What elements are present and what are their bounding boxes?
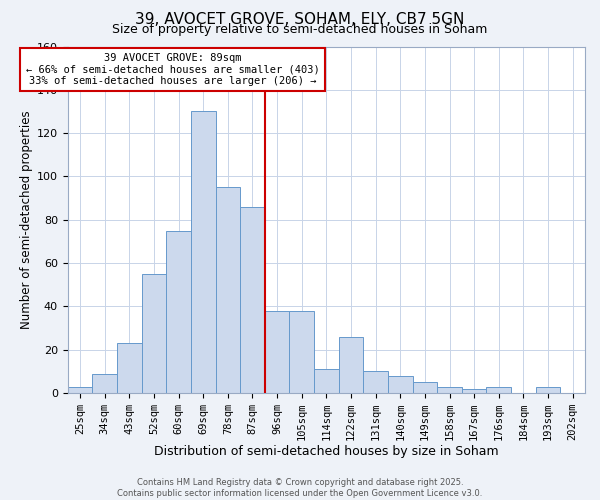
Text: Size of property relative to semi-detached houses in Soham: Size of property relative to semi-detach…: [112, 22, 488, 36]
Bar: [388, 376, 413, 393]
Bar: [265, 311, 289, 393]
Bar: [413, 382, 437, 393]
Bar: [92, 374, 117, 393]
Bar: [314, 370, 338, 393]
Bar: [240, 207, 265, 393]
Bar: [117, 344, 142, 393]
Bar: [142, 274, 166, 393]
Bar: [462, 389, 487, 393]
Bar: [191, 112, 215, 393]
Bar: [487, 386, 511, 393]
Text: 39 AVOCET GROVE: 89sqm
← 66% of semi-detached houses are smaller (403)
33% of se: 39 AVOCET GROVE: 89sqm ← 66% of semi-det…: [26, 53, 319, 86]
Bar: [289, 311, 314, 393]
Bar: [364, 372, 388, 393]
Text: Contains HM Land Registry data © Crown copyright and database right 2025.
Contai: Contains HM Land Registry data © Crown c…: [118, 478, 482, 498]
Bar: [166, 230, 191, 393]
Text: 39, AVOCET GROVE, SOHAM, ELY, CB7 5GN: 39, AVOCET GROVE, SOHAM, ELY, CB7 5GN: [136, 12, 464, 28]
Bar: [536, 386, 560, 393]
Bar: [437, 386, 462, 393]
Y-axis label: Number of semi-detached properties: Number of semi-detached properties: [20, 110, 33, 329]
Bar: [215, 188, 240, 393]
Bar: [338, 337, 364, 393]
X-axis label: Distribution of semi-detached houses by size in Soham: Distribution of semi-detached houses by …: [154, 444, 499, 458]
Bar: [68, 386, 92, 393]
